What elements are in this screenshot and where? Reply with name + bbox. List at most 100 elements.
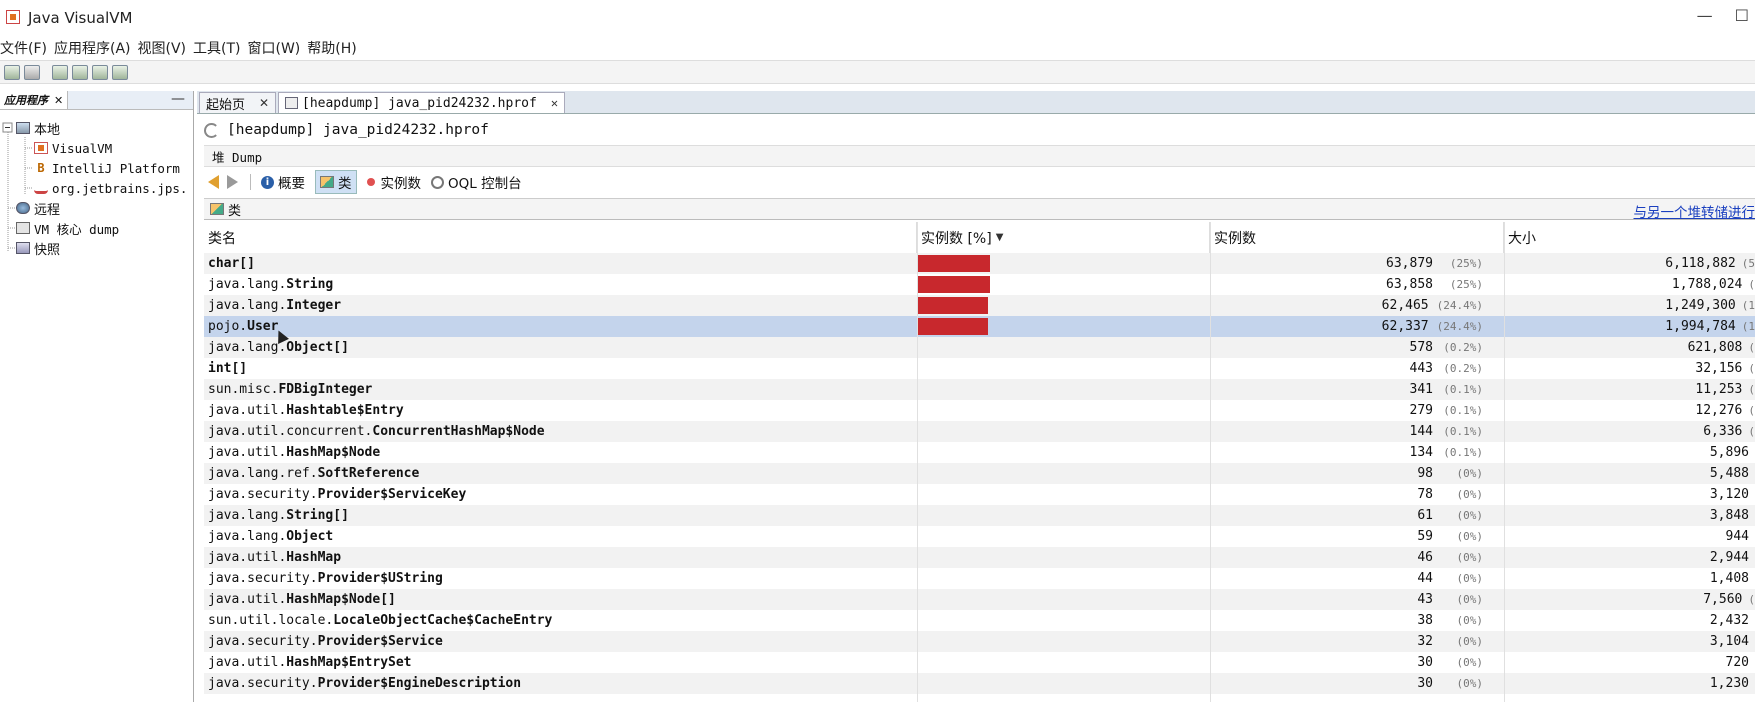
table-row[interactable]: java.security. Provider$Service 32 (0%) 3,10…	[204, 631, 1755, 652]
table-row[interactable]: java.util. Hashtable$Entry 279 (0.1%) 12,276…	[204, 400, 1755, 421]
forward-arrow-icon[interactable]	[227, 175, 238, 189]
applications-tab-label: 应用程序	[4, 94, 48, 107]
instances-percent-value: (0%)	[1456, 551, 1484, 564]
table-row[interactable]: java.lang. Object 59 (0%) 944	[204, 526, 1755, 547]
compare-heapdump-link[interactable]: 与另一个堆转储进行	[1633, 205, 1755, 221]
nav-summary[interactable]: i 概要	[261, 172, 305, 192]
table-row[interactable]: sun.util.locale. LocaleObjectCache$CacheE…	[204, 610, 1755, 631]
size-percent-value: (	[1748, 425, 1755, 438]
size-value: 6,336	[1703, 424, 1743, 439]
tab-heapdump-label: [heapdump] java_pid24232.hprof	[302, 95, 537, 111]
tree-node-local[interactable]: 本地	[16, 118, 60, 138]
tree-node-core-dump[interactable]: VM 核心 dump	[16, 218, 119, 238]
table-row[interactable]: java.lang. String[] 61 (0%) 3,848	[204, 505, 1755, 526]
instances-percent-cell	[917, 358, 1207, 379]
size-value: 11,253	[1695, 382, 1743, 397]
tree-node-snapshots-label: 快照	[34, 242, 61, 258]
save-icon[interactable]	[24, 64, 40, 80]
size-cell: 5,488	[1500, 463, 1755, 484]
table-row[interactable]: int[] 443 (0.2%) 32,156 (	[204, 358, 1755, 379]
main-toolbar	[0, 60, 1755, 84]
column-header-instances-percent-label: 实例数 [%]	[921, 230, 992, 247]
class-name-cell: pojo. User	[208, 316, 908, 337]
table-row[interactable]: java.util.concurrent. ConcurrentHashMap$N…	[204, 421, 1755, 442]
size-value: 1,249,300	[1665, 298, 1736, 313]
minimize-panel-icon[interactable]: —	[171, 91, 185, 107]
menu-application[interactable]: 应用程序(A)	[53, 41, 131, 57]
computer-icon	[16, 122, 30, 134]
instances-count-value: 63,858	[1386, 277, 1433, 292]
column-header-instances[interactable]: 实例数	[1210, 222, 1504, 253]
nav-oql[interactable]: OQL 控制台	[431, 172, 522, 192]
tree-node-jps[interactable]: org.jetbrains.jps.	[34, 178, 187, 198]
column-header-class-name[interactable]: 类名	[204, 222, 917, 253]
menu-view[interactable]: 视图(V)	[137, 41, 187, 57]
class-package: java.util.	[208, 655, 287, 670]
back-arrow-icon[interactable]	[208, 175, 219, 189]
table-row[interactable]: java.security. Provider$UString 44 (0%) 1,40…	[204, 568, 1755, 589]
table-row[interactable]: pojo. User 62,337 (24.4%) 1,994,784 (1	[204, 316, 1755, 337]
tree-node-visualvm[interactable]: VisualVM	[34, 138, 112, 158]
minimize-button[interactable]: —	[1696, 6, 1713, 25]
tab-heapdump[interactable]: [heapdump] java_pid24232.hprof ✕	[278, 92, 566, 113]
class-simple-name: Hashtable$Entry	[286, 403, 404, 418]
instances-percent-value: (0.2%)	[1443, 341, 1483, 354]
table-row[interactable]: java.util. HashMap 46 (0%) 2,944	[204, 547, 1755, 568]
class-package: java.lang.	[208, 277, 287, 292]
table-row[interactable]: sun.misc. FDBigInteger 341 (0.1%) 11,253 (	[204, 379, 1755, 400]
window-title: Java VisualVM	[28, 9, 133, 27]
tab-start-page[interactable]: 起始页 ✕	[199, 92, 277, 113]
instances-percent-cell	[917, 253, 1207, 274]
open-snapshot-icon[interactable]	[4, 64, 20, 80]
column-header-instances-percent[interactable]: 实例数 [%] ▼	[917, 222, 1210, 253]
instances-count-value: 134	[1409, 445, 1433, 460]
table-row[interactable]: java.util. HashMap$EntrySet 30 (0%) 720	[204, 652, 1755, 673]
add-snapshot-icon[interactable]	[112, 64, 128, 80]
size-cell: 5,896	[1500, 442, 1755, 463]
size-value: 7,560	[1703, 592, 1743, 607]
instances-percent-value: (0.1%)	[1443, 446, 1483, 459]
classes-icon	[210, 203, 224, 215]
table-row[interactable]: java.lang.ref. SoftReference 98 (0%) 5,488	[204, 463, 1755, 484]
instances-percent-value: (0%)	[1456, 572, 1484, 585]
table-row[interactable]: java.security. Provider$ServiceKey 78 (0%) 3…	[204, 484, 1755, 505]
class-simple-name: LocaleObjectCache$CacheEntry	[333, 613, 553, 628]
add-jmx-icon[interactable]	[52, 64, 68, 80]
close-icon[interactable]: ✕	[259, 96, 270, 110]
instances-count-value: 443	[1409, 361, 1433, 376]
size-value: 1,408	[1709, 571, 1749, 586]
menu-help[interactable]: 帮助(H)	[307, 41, 357, 57]
size-value: 3,104	[1709, 634, 1749, 649]
nav-instances[interactable]: 实例数	[366, 172, 421, 192]
close-icon[interactable]: ✕	[54, 93, 64, 107]
instances-count-value: 62,337	[1381, 319, 1429, 334]
add-core-dump-icon[interactable]	[92, 64, 108, 80]
snapshot-icon	[16, 242, 30, 254]
tree-node-snapshots[interactable]: 快照	[16, 238, 60, 258]
menu-tools[interactable]: 工具(T)	[193, 41, 241, 57]
heap-dump-header: 堆 Dump	[204, 145, 1755, 167]
table-row[interactable]: java.security. Provider$EngineDescription…	[204, 673, 1755, 694]
size-value: 621,808	[1687, 340, 1743, 355]
add-remote-host-icon[interactable]	[72, 64, 88, 80]
table-row[interactable]: java.util. HashMap$Node[] 43 (0%) 7,560 (	[204, 589, 1755, 610]
class-simple-name: Object	[286, 529, 334, 544]
table-row[interactable]: java.lang. Object[] 578 (0.2%) 621,808 (	[204, 337, 1755, 358]
table-row[interactable]: java.util. HashMap$Node 134 (0.1%) 5,896	[204, 442, 1755, 463]
table-row[interactable]: java.lang. Integer 62,465 (24.4%) 1,249,300 (…	[204, 295, 1755, 316]
table-row[interactable]: char[] 63,879 (25%) 6,118,882 (5	[204, 253, 1755, 274]
maximize-button[interactable]: ☐	[1734, 6, 1749, 25]
close-icon[interactable]: ✕	[550, 96, 559, 110]
nav-classes[interactable]: 类	[315, 170, 357, 194]
column-header-size[interactable]: 大小	[1504, 222, 1755, 253]
table-row[interactable]: java.lang. String 63,858 (25%) 1,788,024 (	[204, 274, 1755, 295]
tree-node-intellij[interactable]: B IntelliJ Platform	[34, 158, 180, 178]
tree-node-remote[interactable]: 远程	[16, 198, 60, 218]
menu-file[interactable]: 文件(F)	[0, 41, 47, 57]
instances-count-value: 59	[1417, 529, 1433, 544]
menu-window[interactable]: 窗口(W)	[247, 41, 301, 57]
class-name-cell: java.security. Provider$Service	[208, 631, 908, 652]
applications-tab[interactable]: 应用程序 ✕	[0, 91, 69, 109]
instances-count-cell: 78 (0%)	[1204, 484, 1489, 505]
heap-view-nav: i 概要 类 实例数 OQL 控制台	[204, 170, 1755, 194]
